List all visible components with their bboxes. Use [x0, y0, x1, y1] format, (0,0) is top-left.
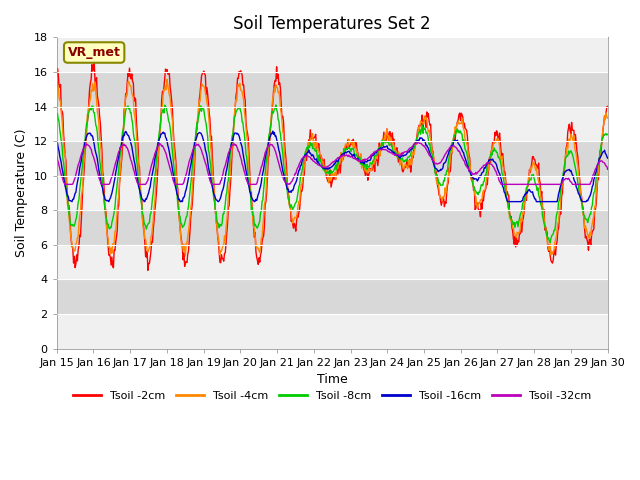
Tsoil -32cm — [120, 142, 128, 147]
Tsoil -8cm — [205, 147, 212, 153]
Tsoil -16cm — [205, 168, 213, 174]
Tsoil -16cm — [53, 139, 61, 145]
Tsoil -2cm — [401, 166, 408, 171]
Line: Tsoil -16cm: Tsoil -16cm — [57, 131, 607, 202]
Bar — [57, 314, 607, 348]
Bar — [57, 141, 607, 176]
Tsoil -16cm — [604, 155, 611, 161]
Tsoil -8cm — [400, 159, 408, 165]
Tsoil -32cm — [417, 141, 424, 146]
Tsoil -2cm — [144, 267, 152, 273]
Tsoil -8cm — [53, 111, 61, 117]
Tsoil -8cm — [120, 127, 127, 132]
Tsoil -2cm — [206, 117, 214, 122]
Tsoil -32cm — [604, 167, 611, 172]
Text: VR_met: VR_met — [68, 46, 120, 59]
Tsoil -4cm — [604, 115, 611, 121]
Tsoil -16cm — [68, 199, 76, 204]
Tsoil -2cm — [90, 60, 98, 66]
Line: Tsoil -8cm: Tsoil -8cm — [57, 105, 607, 242]
Tsoil -32cm — [176, 181, 184, 187]
Tsoil -4cm — [401, 164, 408, 169]
Line: Tsoil -32cm: Tsoil -32cm — [57, 142, 607, 184]
Tsoil -2cm — [120, 106, 128, 112]
Line: Tsoil -2cm: Tsoil -2cm — [57, 63, 607, 270]
Tsoil -4cm — [182, 253, 189, 259]
Line: Tsoil -4cm: Tsoil -4cm — [57, 79, 607, 256]
Tsoil -16cm — [401, 152, 408, 158]
Tsoil -8cm — [416, 127, 424, 132]
Bar — [57, 245, 607, 279]
Bar — [57, 37, 607, 72]
Tsoil -16cm — [120, 133, 128, 139]
Tsoil -4cm — [417, 118, 424, 124]
Tsoil -8cm — [272, 102, 280, 108]
Tsoil -2cm — [604, 104, 611, 109]
Tsoil -32cm — [61, 181, 69, 187]
Bar — [57, 210, 607, 245]
Tsoil -32cm — [63, 181, 71, 187]
Tsoil -4cm — [53, 78, 61, 84]
Tsoil -32cm — [415, 139, 422, 144]
Bar — [57, 107, 607, 141]
Bar — [57, 176, 607, 210]
Legend: Tsoil -2cm, Tsoil -4cm, Tsoil -8cm, Tsoil -16cm, Tsoil -32cm: Tsoil -2cm, Tsoil -4cm, Tsoil -8cm, Tsoi… — [68, 386, 596, 405]
Tsoil -4cm — [120, 125, 127, 131]
Bar — [57, 72, 607, 107]
Tsoil -8cm — [547, 240, 554, 245]
Tsoil -2cm — [177, 233, 185, 239]
X-axis label: Time: Time — [317, 373, 348, 386]
Tsoil -16cm — [63, 190, 70, 196]
Y-axis label: Soil Temperature (C): Soil Temperature (C) — [15, 129, 28, 257]
Tsoil -4cm — [176, 226, 184, 232]
Tsoil -16cm — [176, 199, 184, 204]
Bar — [57, 279, 607, 314]
Tsoil -32cm — [205, 175, 213, 180]
Tsoil -16cm — [269, 128, 276, 134]
Tsoil -8cm — [604, 132, 611, 137]
Tsoil -4cm — [206, 132, 214, 137]
Tsoil -2cm — [63, 180, 70, 185]
Tsoil -2cm — [53, 74, 61, 80]
Tsoil -32cm — [400, 150, 408, 156]
Tsoil -16cm — [417, 135, 424, 141]
Tsoil -8cm — [63, 192, 70, 198]
Tsoil -8cm — [175, 212, 183, 218]
Tsoil -4cm — [163, 76, 171, 82]
Title: Soil Temperatures Set 2: Soil Temperatures Set 2 — [234, 15, 431, 33]
Tsoil -4cm — [63, 183, 70, 189]
Tsoil -2cm — [417, 123, 424, 129]
Tsoil -32cm — [53, 154, 61, 159]
